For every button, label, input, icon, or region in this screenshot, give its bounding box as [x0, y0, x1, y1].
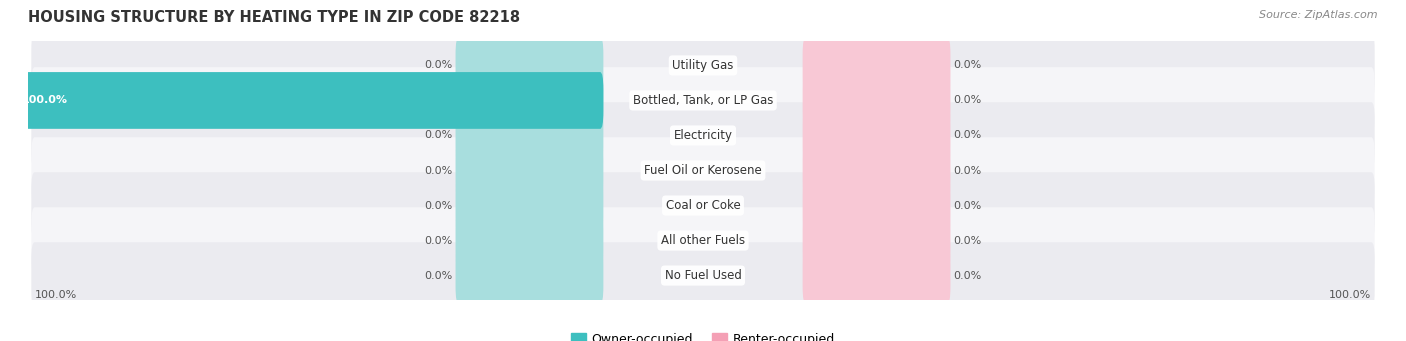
Text: 100.0%: 100.0%	[21, 95, 67, 105]
Text: 0.0%: 0.0%	[953, 201, 981, 210]
Text: 0.0%: 0.0%	[953, 131, 981, 140]
FancyBboxPatch shape	[31, 172, 1375, 239]
Text: 0.0%: 0.0%	[953, 270, 981, 281]
Legend: Owner-occupied, Renter-occupied: Owner-occupied, Renter-occupied	[565, 328, 841, 341]
FancyBboxPatch shape	[31, 32, 1375, 99]
Text: 0.0%: 0.0%	[425, 201, 453, 210]
Text: 0.0%: 0.0%	[425, 270, 453, 281]
Text: 0.0%: 0.0%	[425, 60, 453, 71]
Text: 0.0%: 0.0%	[953, 60, 981, 71]
FancyBboxPatch shape	[803, 247, 950, 304]
FancyBboxPatch shape	[31, 242, 1375, 309]
Text: 0.0%: 0.0%	[425, 236, 453, 246]
Text: 0.0%: 0.0%	[425, 165, 453, 176]
Text: Coal or Coke: Coal or Coke	[665, 199, 741, 212]
FancyBboxPatch shape	[456, 247, 603, 304]
FancyBboxPatch shape	[803, 37, 950, 94]
Text: 0.0%: 0.0%	[953, 165, 981, 176]
FancyBboxPatch shape	[456, 72, 603, 129]
FancyBboxPatch shape	[803, 212, 950, 269]
FancyBboxPatch shape	[31, 67, 1375, 134]
FancyBboxPatch shape	[456, 212, 603, 269]
Text: 100.0%: 100.0%	[35, 290, 77, 300]
FancyBboxPatch shape	[803, 72, 950, 129]
Text: 100.0%: 100.0%	[1329, 290, 1371, 300]
FancyBboxPatch shape	[31, 137, 1375, 204]
FancyBboxPatch shape	[803, 107, 950, 164]
FancyBboxPatch shape	[456, 107, 603, 164]
FancyBboxPatch shape	[31, 102, 1375, 169]
Text: Electricity: Electricity	[673, 129, 733, 142]
Text: Bottled, Tank, or LP Gas: Bottled, Tank, or LP Gas	[633, 94, 773, 107]
FancyBboxPatch shape	[0, 72, 603, 129]
FancyBboxPatch shape	[803, 142, 950, 199]
FancyBboxPatch shape	[456, 142, 603, 199]
Text: No Fuel Used: No Fuel Used	[665, 269, 741, 282]
Text: 0.0%: 0.0%	[953, 236, 981, 246]
Text: HOUSING STRUCTURE BY HEATING TYPE IN ZIP CODE 82218: HOUSING STRUCTURE BY HEATING TYPE IN ZIP…	[28, 10, 520, 25]
FancyBboxPatch shape	[456, 177, 603, 234]
FancyBboxPatch shape	[803, 177, 950, 234]
Text: Source: ZipAtlas.com: Source: ZipAtlas.com	[1260, 10, 1378, 20]
FancyBboxPatch shape	[456, 37, 603, 94]
FancyBboxPatch shape	[31, 207, 1375, 274]
Text: 0.0%: 0.0%	[425, 131, 453, 140]
Text: All other Fuels: All other Fuels	[661, 234, 745, 247]
Text: 0.0%: 0.0%	[953, 95, 981, 105]
Text: Utility Gas: Utility Gas	[672, 59, 734, 72]
Text: Fuel Oil or Kerosene: Fuel Oil or Kerosene	[644, 164, 762, 177]
